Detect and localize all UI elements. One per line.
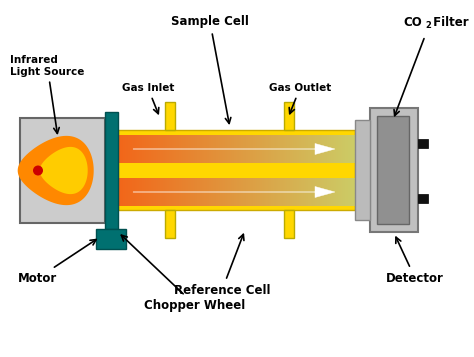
Text: 2: 2	[425, 21, 431, 30]
Bar	[165, 210, 175, 238]
Text: Gas Inlet: Gas Inlet	[122, 83, 174, 114]
Text: Motor: Motor	[18, 240, 96, 285]
Polygon shape	[40, 147, 88, 194]
Text: Chopper Wheel: Chopper Wheel	[121, 235, 246, 312]
FancyArrow shape	[133, 186, 335, 197]
Bar	[355, 120, 370, 220]
Text: Infrared
Light Source: Infrared Light Source	[10, 55, 84, 134]
Circle shape	[33, 166, 43, 176]
Text: Sample Cell: Sample Cell	[171, 15, 249, 124]
Text: CO: CO	[403, 15, 422, 29]
Text: Detector: Detector	[386, 237, 444, 285]
Bar	[105, 112, 118, 229]
Bar	[370, 108, 418, 232]
Bar	[283, 102, 293, 130]
Bar	[165, 102, 175, 130]
Text: Reference Cell: Reference Cell	[174, 234, 270, 297]
Text: Gas Outlet: Gas Outlet	[269, 83, 331, 114]
Text: Filter: Filter	[429, 15, 469, 29]
Bar	[96, 229, 126, 249]
Bar	[418, 139, 428, 147]
Bar	[118, 130, 355, 210]
Polygon shape	[18, 136, 94, 205]
Bar	[377, 116, 409, 224]
Bar	[283, 210, 293, 238]
Bar	[20, 118, 105, 223]
FancyArrow shape	[133, 144, 335, 155]
Bar	[418, 193, 428, 202]
